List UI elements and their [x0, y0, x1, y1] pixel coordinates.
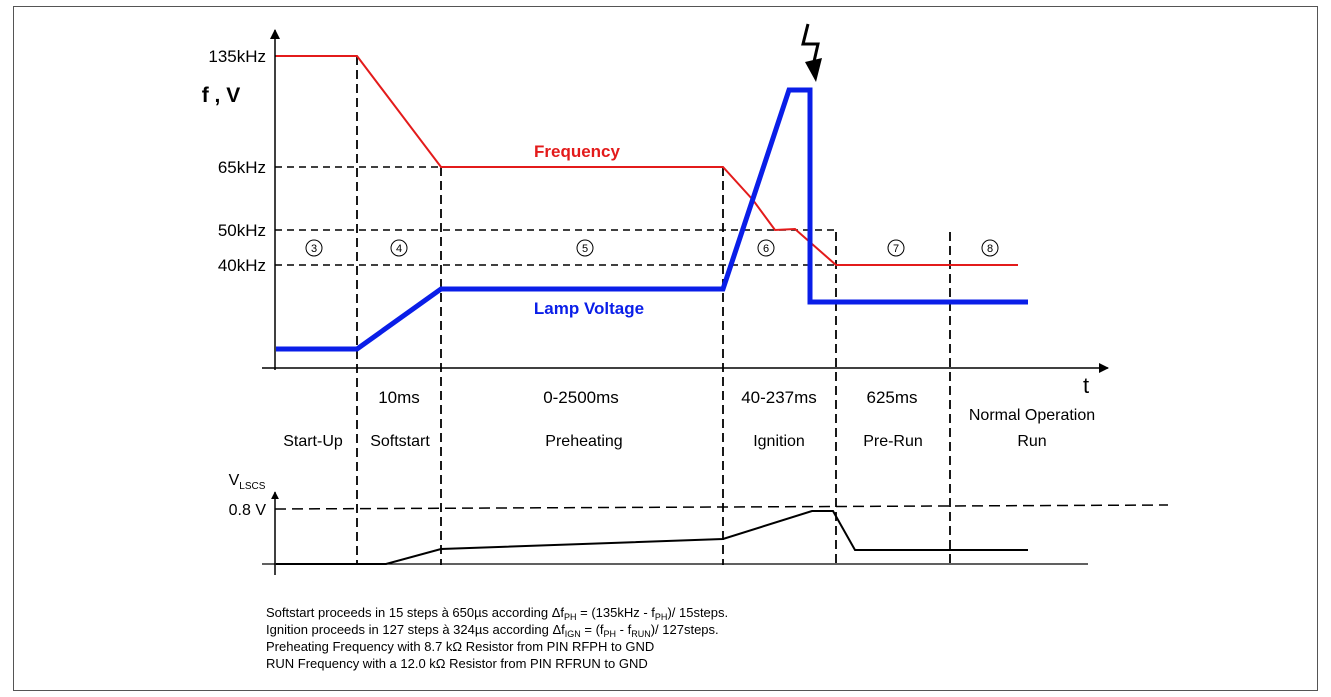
frequency-label: Frequency [534, 142, 621, 161]
lower-y-tick-0p8v: 0.8 V [229, 502, 267, 519]
lower-y-label: VLSCS [229, 472, 266, 492]
frequency-curve [276, 55, 1018, 266]
vlscs-curve [276, 510, 1028, 565]
phase-marker-3: 3 [305, 239, 323, 257]
phase-duration-prerun: 625ms [866, 388, 917, 407]
phase-marker-5: 5 [576, 239, 594, 257]
svg-text:5: 5 [582, 243, 588, 255]
phase-duration-softstart: 10ms [378, 388, 420, 407]
y-tick-40khz: 40kHz [218, 256, 266, 275]
phase-name-run-line2: Run [1017, 433, 1046, 450]
x-axis-label: t [1083, 373, 1089, 398]
phase-name-startup: Start-Up [283, 433, 343, 450]
svg-text:8: 8 [987, 243, 993, 255]
y-axis-label: f , V [202, 84, 241, 107]
note-preheating-frequency: Preheating Frequency with 8.7 kΩ Resisto… [266, 639, 654, 654]
svg-text:4: 4 [396, 243, 402, 255]
note-softstart: Softstart proceeds in 15 steps à 650µs a… [266, 605, 728, 622]
phase-marker-7: 7 [887, 239, 905, 257]
phase-marker-6: 6 [757, 239, 775, 257]
diagram-frame [13, 6, 1318, 691]
svg-text:7: 7 [893, 243, 899, 255]
lightning-bolt-icon [801, 23, 822, 82]
y-tick-135khz: 135kHz [208, 47, 266, 66]
note-ignition: Ignition proceeds in 127 steps à 324µs a… [266, 622, 719, 639]
lamp-voltage-curve [276, 87, 1028, 352]
note-run-frequency: RUN Frequency with a 12.0 kΩ Resistor fr… [266, 656, 648, 671]
phase-name-preheating: Preheating [545, 433, 622, 450]
y-tick-50khz: 50kHz [218, 221, 266, 240]
phase-marker-8: 8 [981, 239, 999, 257]
svg-text:6: 6 [763, 243, 769, 255]
phase-name-softstart: Softstart [370, 433, 430, 450]
phase-duration-preheating: 0-2500ms [543, 388, 619, 407]
y-tick-65khz: 65kHz [218, 158, 266, 177]
ref-line-0p8v [274, 504, 1169, 510]
phase-duration-ignition: 40-237ms [741, 388, 817, 407]
phase-name-ignition: Ignition [753, 433, 805, 450]
lamp-voltage-label: Lamp Voltage [534, 299, 644, 318]
svg-text:3: 3 [311, 243, 317, 255]
phase-name-run-line1: Normal Operation [969, 407, 1095, 424]
phase-marker-4: 4 [390, 239, 408, 257]
phase-name-prerun: Pre-Run [863, 433, 923, 450]
